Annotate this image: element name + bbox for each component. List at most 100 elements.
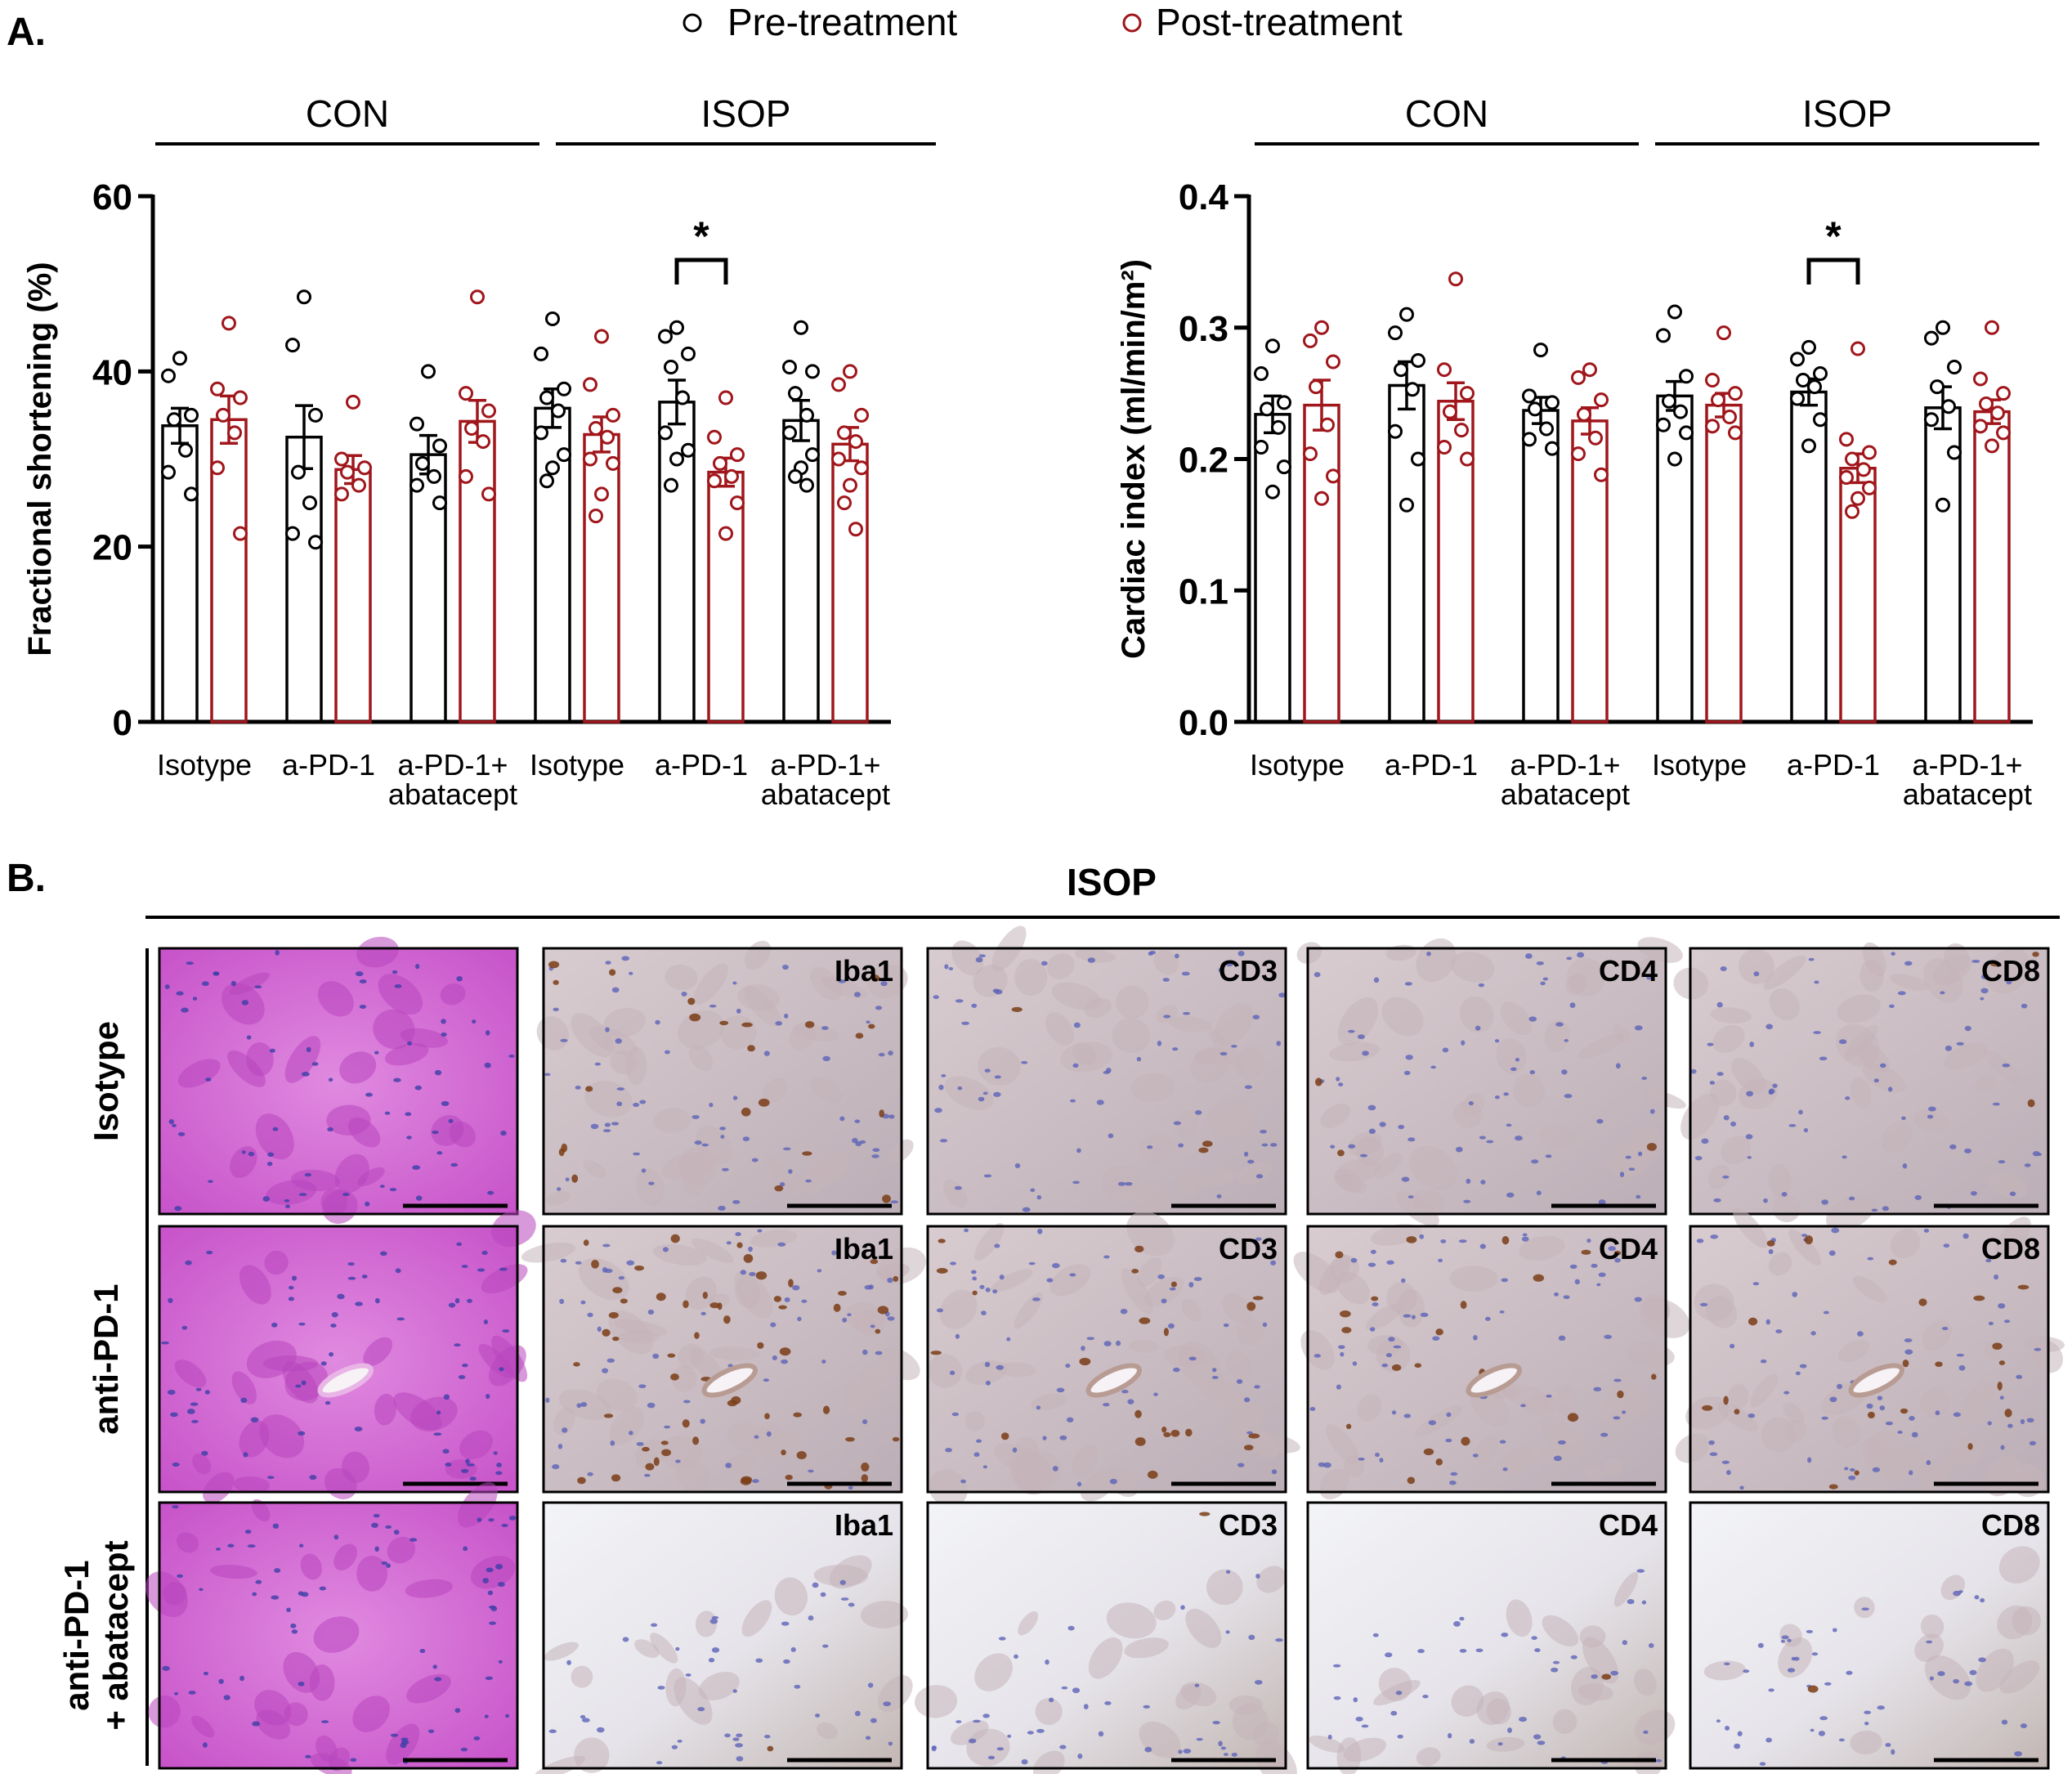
muscle-fiber (691, 1238, 734, 1264)
nucleus (1453, 1620, 1461, 1627)
stained-cell (1748, 1317, 1758, 1326)
muscle-fiber (1451, 1685, 1484, 1717)
nucleus (973, 1452, 980, 1458)
nucleus (2014, 1751, 2023, 1757)
nucleus (393, 1077, 401, 1082)
nucleus (887, 1316, 895, 1321)
data-point (848, 522, 863, 537)
legend-pre-label: Pre-treatment (727, 1, 957, 43)
nucleus (1357, 1034, 1366, 1040)
nucleus (1941, 1327, 1949, 1331)
nucleus (1046, 1278, 1054, 1283)
nucleus (1450, 1472, 1458, 1476)
nucleus (298, 1591, 304, 1596)
muscle-fiber (1343, 1455, 1365, 1478)
stained-cell (1973, 1295, 1985, 1301)
nucleus (1340, 1351, 1345, 1357)
micrograph-border (1689, 947, 2050, 1216)
nucleus (1615, 1063, 1621, 1069)
nucleus (269, 1048, 275, 1053)
muscle-fiber (709, 1346, 761, 1361)
nucleus (1419, 1234, 1425, 1239)
nucleus (298, 1322, 306, 1326)
nucleus (442, 1449, 450, 1454)
ihc-micrograph: CD3 (926, 1211, 1300, 1507)
nucleus (1067, 1625, 1075, 1631)
nucleus (1219, 1051, 1228, 1056)
stained-cell (1900, 1408, 1909, 1414)
data-point (1437, 362, 1452, 378)
nucleus (626, 1260, 635, 1266)
stain-label: Iba1 (835, 1508, 893, 1542)
nucleus (808, 1615, 814, 1621)
muscle-fiber (1537, 1430, 1584, 1465)
nucleus (1520, 1404, 1526, 1408)
nucleus (945, 1448, 952, 1453)
nucleus (1323, 1462, 1331, 1468)
muscle-fiber (1710, 1079, 1737, 1107)
data-point (481, 486, 496, 502)
data-point (161, 464, 176, 480)
nucleus (1494, 1039, 1500, 1043)
nucleus (1021, 1758, 1028, 1765)
nucleus (643, 1473, 651, 1477)
stained-cell (583, 1239, 589, 1247)
muscle-fiber (950, 1720, 989, 1745)
nucleus (1231, 1752, 1237, 1757)
muscle-fiber (300, 1553, 322, 1580)
nucleus (1813, 1031, 1822, 1034)
nucleus (1845, 1096, 1850, 1100)
significance-star: * (1825, 213, 1842, 259)
nucleus (754, 1435, 759, 1439)
nucleus (1753, 971, 1760, 977)
muscle-fiber (1944, 1042, 1988, 1071)
stained-cell (2027, 1099, 2035, 1108)
data-point (1265, 338, 1280, 354)
nucleus (1694, 1156, 1703, 1161)
nucleus (1243, 1151, 1249, 1157)
muscle-fiber (264, 1250, 289, 1275)
nucleus (1077, 1754, 1083, 1759)
nucleus (972, 1276, 978, 1281)
nucleus (1885, 1742, 1891, 1747)
data-point (837, 425, 852, 441)
muscle-fiber (1461, 1093, 1485, 1117)
muscle-fiber (927, 1354, 963, 1388)
nucleus (822, 1055, 830, 1062)
nucleus (508, 1516, 517, 1521)
nucleus (493, 1451, 498, 1455)
nucleus (1521, 1236, 1529, 1242)
data-point (1813, 412, 1828, 428)
nucleus (1087, 957, 1096, 963)
nucleus (298, 1681, 305, 1687)
stained-cell (612, 1287, 623, 1293)
nucleus (1795, 1371, 1801, 1376)
nucleus (1873, 1078, 1879, 1083)
nucleus (604, 1122, 611, 1127)
nucleus (239, 1675, 245, 1682)
nucleus (790, 1646, 796, 1652)
nucleus (1361, 1724, 1369, 1728)
muscle-fiber (333, 1543, 358, 1570)
group-label: CON (306, 92, 389, 135)
nucleus (309, 1475, 317, 1481)
nucleus (1157, 1041, 1162, 1046)
nucleus (1081, 1346, 1085, 1351)
nucleus (565, 1177, 570, 1182)
data-point (664, 477, 678, 493)
stained-cell (1967, 1443, 1973, 1450)
nucleus (432, 1130, 439, 1135)
nucleus (1531, 1636, 1537, 1640)
muscle-fiber (1500, 1001, 1533, 1036)
nucleus (347, 1262, 355, 1266)
muscle-fiber (1112, 1018, 1151, 1054)
nucleus (407, 1041, 413, 1046)
nucleus (1819, 1056, 1828, 1061)
nucleus (1255, 1573, 1260, 1579)
data-point (1673, 404, 1688, 419)
nucleus (1765, 1737, 1772, 1743)
muscle-fiber (1496, 1038, 1527, 1074)
nucleus (1072, 1063, 1079, 1068)
data-point (1539, 421, 1554, 437)
